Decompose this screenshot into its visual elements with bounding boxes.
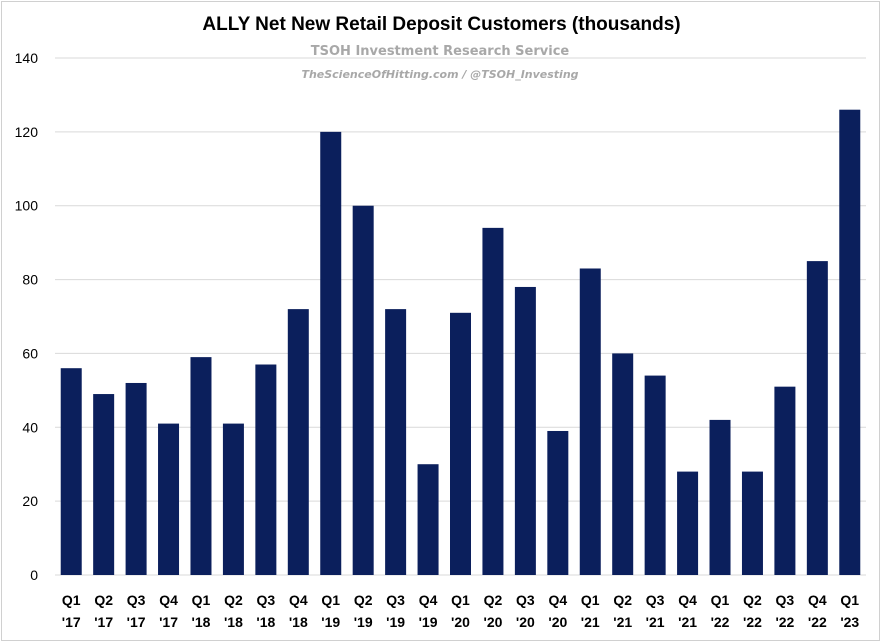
bar (547, 430, 569, 575)
y-tick-label: 80 (22, 272, 38, 288)
x-category-year: '22 (711, 614, 730, 630)
bar (125, 382, 147, 575)
y-tick-label: 100 (15, 198, 39, 214)
x-category-quarter: Q3 (386, 592, 405, 608)
x-category-quarter: Q2 (354, 592, 373, 608)
x-category-quarter: Q1 (840, 592, 859, 608)
x-category-quarter: Q4 (808, 592, 827, 608)
bar (579, 268, 601, 575)
x-category-quarter: Q4 (159, 592, 178, 608)
x-category-quarter: Q1 (62, 592, 81, 608)
x-category-quarter: Q3 (257, 592, 276, 608)
bar (839, 109, 861, 575)
bar (190, 357, 212, 575)
x-category-year: '18 (256, 614, 275, 630)
x-category-quarter: Q3 (646, 592, 665, 608)
bars (60, 109, 861, 575)
x-category-quarter: Q3 (776, 592, 795, 608)
bar (774, 386, 796, 575)
x-category-year: '20 (483, 614, 502, 630)
bar (60, 368, 82, 575)
x-category-quarter: Q3 (127, 592, 146, 608)
x-category-quarter: Q2 (94, 592, 113, 608)
bar (709, 419, 731, 575)
x-category-quarter: Q2 (613, 592, 632, 608)
y-tick-label: 120 (15, 124, 39, 140)
y-tick-label: 60 (22, 345, 38, 361)
bar (514, 286, 536, 575)
x-category-year: '21 (678, 614, 697, 630)
bar (287, 309, 309, 575)
bar (222, 423, 244, 575)
watermark-line-1: TSOH Investment Research Service (310, 44, 570, 59)
bar (612, 353, 634, 575)
x-category-year: '19 (386, 614, 405, 630)
x-category-quarter: Q2 (224, 592, 243, 608)
x-category-year: '21 (646, 614, 665, 630)
x-category-quarter: Q1 (581, 592, 600, 608)
x-category-quarter: Q4 (289, 592, 308, 608)
x-category-quarter: Q1 (711, 592, 730, 608)
bar (158, 423, 180, 575)
bar (482, 227, 504, 575)
x-category-year: '17 (94, 614, 113, 630)
bar (644, 375, 666, 575)
x-category-quarter: Q4 (678, 592, 697, 608)
bar (93, 394, 115, 575)
x-category-quarter: Q2 (484, 592, 503, 608)
bar (352, 205, 374, 575)
bar (450, 312, 471, 575)
x-category-year: '20 (548, 614, 567, 630)
x-category-year: '18 (224, 614, 243, 630)
x-category-year: '22 (775, 614, 794, 630)
bar (385, 309, 407, 575)
x-category-year: '17 (127, 614, 146, 630)
x-category-quarter: Q1 (451, 592, 470, 608)
x-category-year: '22 (743, 614, 762, 630)
bar (255, 364, 277, 575)
x-category-quarter: Q4 (419, 592, 438, 608)
bar (741, 471, 763, 575)
x-category-quarter: Q3 (516, 592, 535, 608)
x-axis-categories: Q1 '17 Q2 '17 Q3 '17 Q4 '17 Q1 '18 Q2 '18 Q3 '18 Q4 '18… (62, 592, 860, 630)
x-category-year: '20 (516, 614, 535, 630)
y-tick-label: 40 (22, 419, 38, 435)
chart-title: ALLY Net New Retail Deposit Customers (t… (202, 14, 681, 35)
bar (417, 464, 439, 575)
x-category-year: '17 (62, 614, 81, 630)
x-category-quarter: Q2 (743, 592, 762, 608)
x-category-year: '19 (354, 614, 373, 630)
x-category-year: '19 (321, 614, 340, 630)
x-category-year: '23 (840, 614, 859, 630)
x-category-year: '19 (419, 614, 438, 630)
x-category-quarter: Q1 (192, 592, 211, 608)
x-category-year: '18 (192, 614, 211, 630)
x-category-year: '17 (159, 614, 178, 630)
y-tick-label: 140 (15, 50, 39, 66)
y-axis-ticks: 0 20 40 60 80 100 120 140 (15, 50, 39, 583)
bar (677, 471, 699, 575)
x-category-year: '21 (613, 614, 632, 630)
watermark-line-2: TheScienceOfHitting.com / @TSOH_Investin… (301, 68, 579, 81)
bar (320, 131, 342, 575)
x-category-year: '20 (451, 614, 470, 630)
y-tick-label: 20 (22, 493, 38, 509)
x-category-quarter: Q1 (321, 592, 340, 608)
x-category-year: '21 (581, 614, 600, 630)
gridlines (55, 57, 866, 576)
x-category-quarter: Q4 (548, 592, 567, 608)
y-tick-label: 0 (30, 567, 38, 583)
x-category-year: '22 (808, 614, 827, 630)
x-category-year: '18 (289, 614, 308, 630)
bar (806, 261, 828, 575)
